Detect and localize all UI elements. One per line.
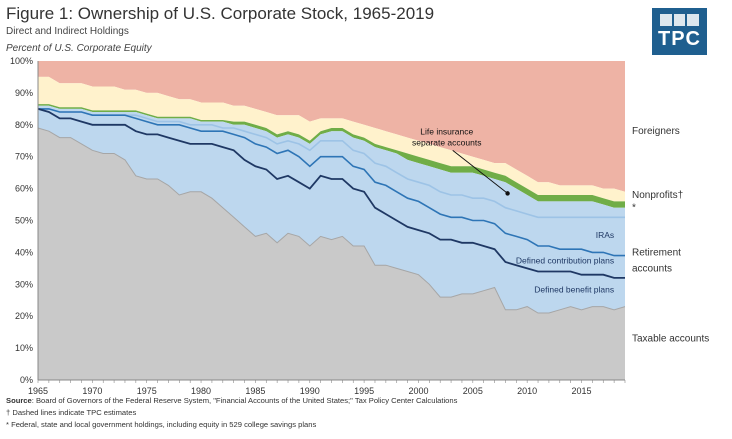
area-nonprofits	[38, 104, 625, 208]
annotation-label: Life insurance	[420, 126, 473, 136]
source-label: Source	[6, 396, 32, 405]
line-iras	[38, 108, 625, 219]
y-tick-label: 0%	[20, 375, 33, 385]
x-tick-label: 1975	[137, 386, 157, 396]
annotation-label: separate accounts	[412, 137, 481, 147]
y-tick-label: 70%	[15, 152, 33, 162]
y-axis-unit-label: Percent of U.S. Corporate Equity	[6, 43, 152, 54]
legend-label: Nonprofits†	[632, 190, 683, 201]
logo-text: TPC	[658, 28, 701, 50]
legend-label: Taxable accounts	[632, 334, 709, 345]
source-note: Source: Board of Governors of the Federa…	[6, 396, 457, 405]
y-tick-label: 90%	[15, 88, 33, 98]
y-tick-label: 50%	[15, 216, 33, 226]
x-tick-label: 2015	[572, 386, 592, 396]
series-label: Defined contribution plans	[516, 256, 614, 266]
series-label: IRAs	[596, 230, 614, 240]
y-tick-label: 30%	[15, 279, 33, 289]
asterisk-note: * Federal, state and local government ho…	[6, 420, 317, 429]
y-tick-label: 100%	[10, 56, 33, 66]
series-label: Defined benefit plans	[534, 284, 614, 294]
x-tick-label: 1980	[191, 386, 211, 396]
legend-label: *	[632, 203, 636, 214]
y-tick-label: 10%	[15, 343, 33, 353]
legend-label: accounts	[632, 263, 672, 274]
y-tick-label: 80%	[15, 120, 33, 130]
chart-title: Figure 1: Ownership of U.S. Corporate St…	[6, 4, 435, 23]
line-defined-benefit	[37, 108, 625, 279]
x-tick-label: 1990	[300, 386, 320, 396]
annotation-arrow-line	[452, 150, 508, 194]
line-taxable	[37, 127, 626, 314]
area-chart: 0% 10% 20% 30% 40% 50% 60% 70% 80% 90% 100% 1965 197…	[10, 56, 709, 396]
tpc-logo: TPC	[652, 8, 707, 55]
y-tick-label: 20%	[15, 311, 33, 321]
source-text: : Board of Governors of the Federal Rese…	[31, 396, 458, 405]
legend-label: Retirement	[632, 247, 681, 258]
dagger-note: † Dashed lines indicate TPC estimates	[6, 408, 137, 417]
chart-subtitle: Direct and Indirect Holdings	[6, 26, 129, 37]
x-tick-label: 2010	[517, 386, 537, 396]
line-defined-contribution	[38, 108, 625, 257]
x-tick-label: 1970	[82, 386, 102, 396]
x-tick-label: 1965	[28, 386, 48, 396]
area-retirement-accounts	[38, 105, 625, 313]
x-tick-label: 1995	[354, 386, 374, 396]
area-foreigners	[38, 61, 625, 192]
area-government-other	[38, 76, 625, 202]
annotation-arrow-head	[505, 191, 510, 196]
logo-grid-icon	[660, 14, 700, 26]
legend-label: Foreigners	[632, 126, 680, 137]
area-taxable-accounts	[38, 128, 625, 380]
x-tick-label: 2005	[463, 386, 483, 396]
y-tick-label: 40%	[15, 247, 33, 257]
x-tick-label: 1985	[245, 386, 265, 396]
x-tick-label: 2000	[408, 386, 428, 396]
y-tick-label: 60%	[15, 184, 33, 194]
